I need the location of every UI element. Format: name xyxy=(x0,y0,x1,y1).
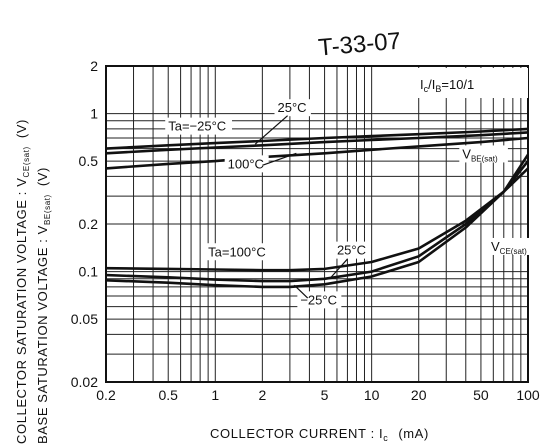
condition-label: Ic/IB=10/1 xyxy=(410,68,528,98)
x-tick-label: 2 xyxy=(258,387,266,403)
annotation-bg xyxy=(459,145,508,163)
x-tick-label: 20 xyxy=(411,387,427,403)
y-tick-label: 0.1 xyxy=(79,264,99,280)
y-tick-label: 1 xyxy=(90,106,98,122)
y-tick-label: 0.02 xyxy=(71,374,98,390)
y-tick-labels: 2 1 0.5 0.2 0.1 0.05 0.02 xyxy=(71,58,98,390)
annotation-leader xyxy=(262,152,297,166)
annotations: Ta=−25°C 25°C 100°C VBE(sat) Ta=100°C 25°C −25… xyxy=(165,99,537,309)
annotation-tm25-vce: −25°C xyxy=(300,292,337,307)
annotation-leader xyxy=(293,284,309,299)
x-tick-label: 1 xyxy=(211,387,219,403)
x-tick-label: 10 xyxy=(364,387,380,403)
x-tick-label: 0.2 xyxy=(96,387,116,403)
annotation-t100-vbe: 100°C xyxy=(228,156,264,171)
series-line-vcesat-100c xyxy=(105,167,529,272)
x-tick-label: 0.5 xyxy=(158,387,178,403)
annotation-bg xyxy=(224,155,269,173)
plot-frame xyxy=(105,65,529,383)
y-tick-label: 0.2 xyxy=(79,216,99,232)
series-line-vcesat-25c xyxy=(105,160,530,283)
annotation-bg xyxy=(488,237,537,255)
series-line-vbesat-25c xyxy=(105,131,529,155)
y-axis-title-1: COLLECTOR SATURATION VOLTAGE : VCE(sat)(… xyxy=(14,119,31,444)
series-line-vcesat-m25c xyxy=(105,153,530,289)
x-tick-labels: 0.2 0.5 1 2 5 10 20 50 100 xyxy=(96,387,540,403)
x-tick-label: 50 xyxy=(473,387,489,403)
y-tick-label: 0.05 xyxy=(71,311,98,327)
annotation-ta-m25-vbe: Ta=−25°C xyxy=(168,119,226,134)
y-tick-label: 2 xyxy=(90,58,98,74)
header-code: T-33-07 xyxy=(317,27,402,61)
annotation-t25-vbe: 25°C xyxy=(278,100,307,115)
annotation-bg xyxy=(274,99,311,117)
annotation-bg xyxy=(297,291,342,309)
x-tick-label: 100 xyxy=(516,387,540,403)
y-tick-label: 0.5 xyxy=(79,153,99,169)
annotation-ta100-vce: Ta=100°C xyxy=(208,244,266,259)
series-line-vbesat-100c xyxy=(105,136,529,170)
series-line-vbesat-m25c xyxy=(105,127,529,150)
annotation-bg xyxy=(205,243,272,261)
x-axis-title: COLLECTOR CURRENT : Ic (mA) xyxy=(210,426,429,443)
svg-text:Ic/IB=10/1: Ic/IB=10/1 xyxy=(420,77,474,94)
y-axis-title-2: BASE SATURATION VOLTAGE : VBE(sat)(V) xyxy=(35,167,52,444)
annotation-leader xyxy=(330,258,348,278)
annotation-bg xyxy=(333,241,371,259)
annotation-vbe-label: VBE(sat) xyxy=(462,146,498,163)
curves xyxy=(105,127,530,289)
annotation-vce-label: VCE(sat) xyxy=(491,239,527,256)
annotation-leader xyxy=(254,115,288,145)
x-tick-label: 5 xyxy=(321,387,329,403)
annotation-t25-vce: 25°C xyxy=(337,243,366,258)
annotation-bg xyxy=(165,117,233,135)
